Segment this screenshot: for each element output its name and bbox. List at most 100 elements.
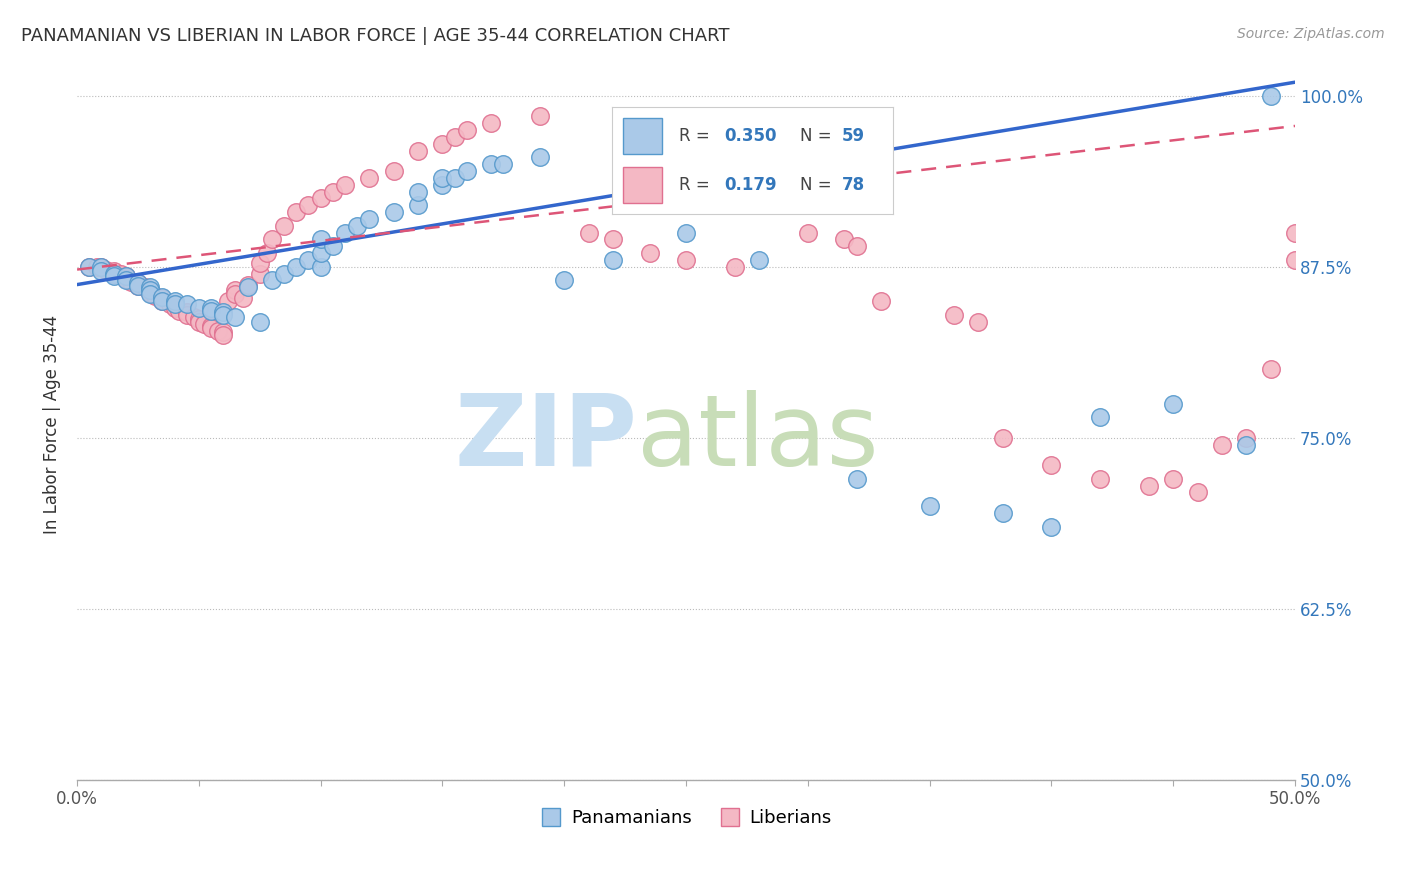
Point [797, 226, 820, 240]
Point [150, 290, 173, 304]
Point [309, 246, 332, 260]
Point [845, 472, 868, 486]
Point [333, 226, 356, 240]
Point [1211, 437, 1233, 451]
Point [1260, 88, 1282, 103]
Text: Source: ZipAtlas.com: Source: ZipAtlas.com [1237, 27, 1385, 41]
Point [224, 283, 246, 297]
Point [163, 298, 186, 312]
Point [114, 269, 136, 284]
Point [602, 232, 624, 246]
Point [359, 211, 381, 226]
Point [748, 252, 770, 267]
Point [249, 267, 271, 281]
Point [1161, 396, 1184, 410]
Point [103, 264, 125, 278]
Point [443, 129, 465, 144]
Point [675, 252, 697, 267]
Point [991, 431, 1014, 445]
Point [1284, 226, 1306, 240]
Point [1234, 437, 1257, 451]
Point [249, 256, 271, 270]
Point [212, 308, 235, 322]
Point [675, 226, 697, 240]
Point [529, 150, 551, 164]
Legend: Panamanians, Liberians: Panamanians, Liberians [533, 802, 839, 835]
Point [103, 267, 125, 281]
Point [346, 219, 368, 233]
Point [406, 144, 429, 158]
Point [200, 321, 222, 335]
Point [1040, 458, 1063, 472]
Point [1161, 472, 1184, 486]
Point [943, 308, 966, 322]
Point [90, 264, 112, 278]
Point [77, 260, 100, 274]
Point [382, 164, 405, 178]
Point [163, 293, 186, 308]
Point [724, 260, 747, 274]
Point [285, 205, 308, 219]
Text: R =: R = [679, 177, 716, 194]
Text: ZIP: ZIP [454, 390, 637, 487]
Point [479, 157, 502, 171]
Point [333, 178, 356, 192]
Point [406, 185, 429, 199]
Point [432, 136, 454, 151]
Point [212, 305, 235, 319]
Point [1088, 472, 1111, 486]
Point [150, 291, 173, 305]
Point [273, 267, 295, 281]
Point [114, 272, 136, 286]
Point [359, 170, 381, 185]
Point [163, 301, 186, 315]
Point [456, 164, 478, 178]
Text: 0.179: 0.179 [724, 177, 776, 194]
Point [139, 283, 162, 297]
Text: 78: 78 [842, 177, 865, 194]
Point [150, 293, 173, 308]
Point [834, 232, 856, 246]
Point [578, 226, 600, 240]
Text: N =: N = [800, 127, 837, 145]
Text: N =: N = [800, 177, 837, 194]
Point [187, 314, 209, 328]
Point [432, 170, 454, 185]
Point [96, 262, 118, 277]
Point [176, 305, 198, 319]
Point [870, 293, 893, 308]
Point [309, 191, 332, 205]
Point [224, 287, 246, 301]
Point [967, 314, 990, 328]
Text: 0.350: 0.350 [724, 127, 776, 145]
Point [1260, 362, 1282, 376]
Point [260, 273, 283, 287]
Point [207, 324, 229, 338]
Point [187, 311, 209, 326]
Point [456, 123, 478, 137]
Point [139, 287, 162, 301]
Point [114, 273, 136, 287]
Point [1284, 252, 1306, 267]
Point [217, 293, 239, 308]
Point [273, 219, 295, 233]
Point [232, 291, 254, 305]
Point [103, 269, 125, 284]
Point [918, 499, 941, 513]
Point [90, 260, 112, 274]
Point [224, 310, 246, 325]
Point [183, 310, 205, 325]
Point [110, 267, 132, 281]
Point [309, 232, 332, 246]
FancyBboxPatch shape [623, 118, 662, 154]
Point [127, 279, 149, 293]
Point [309, 260, 332, 274]
Point [322, 185, 344, 199]
Point [114, 269, 136, 284]
Point [134, 280, 156, 294]
Point [236, 277, 259, 292]
Point [176, 297, 198, 311]
Point [1137, 478, 1160, 492]
Point [638, 246, 661, 260]
Point [285, 260, 308, 274]
